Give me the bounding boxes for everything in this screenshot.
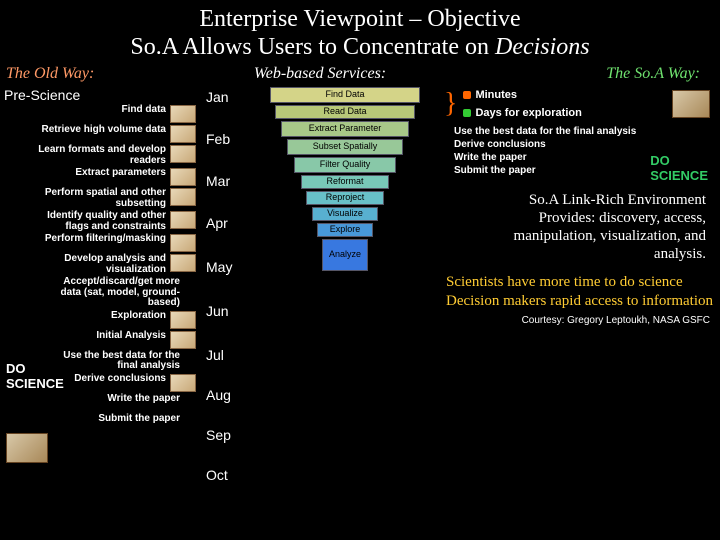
old-way-step-label: Retrieve high volume data xyxy=(42,125,166,136)
old-way-step-label: Accept/discard/get more data (sat, model… xyxy=(40,277,180,309)
person-icon xyxy=(170,211,196,229)
person-icon xyxy=(170,188,196,206)
old-way-step-label: Develop analysis and visualization xyxy=(26,254,166,275)
title-line2b: Decisions xyxy=(495,34,590,60)
old-way-step: Initial Analysis xyxy=(4,331,196,349)
old-way-step: Perform filtering/masking xyxy=(4,234,196,252)
old-way-step-label: Identify quality and other flags and con… xyxy=(26,211,166,232)
old-way-step: Perform spatial and other subsetting xyxy=(4,188,196,209)
person-icon xyxy=(170,145,196,163)
dot-green-icon xyxy=(463,109,471,117)
old-way-step: Identify quality and other flags and con… xyxy=(4,211,196,232)
days-label: Days for exploration xyxy=(475,107,581,119)
col-old-way: The Old Way: Pre-Science Find data Retrie… xyxy=(0,63,200,523)
claims: Scientists have more time to do science … xyxy=(440,269,720,313)
funnel-segment: Explore xyxy=(317,223,373,237)
col-web-services: Web-based Services: Jan Feb Mar Apr May Jun Ju… xyxy=(200,63,440,523)
month-label: Oct xyxy=(206,467,228,483)
soa-step: Use the best data for the final analysis xyxy=(454,125,704,138)
do-science-right: DOSCIENCE xyxy=(650,153,708,183)
old-way-step: Retrieve high volume data xyxy=(4,125,196,143)
title-line2a: So.A Allows Users to Concentrate on xyxy=(130,34,495,60)
old-way-step: Learn formats and develop readers xyxy=(4,145,196,166)
soa-top: } Minutes Days for exploration Use the b… xyxy=(440,85,720,185)
desk-icon-right xyxy=(672,90,710,118)
person-icon xyxy=(170,168,196,186)
funnel-chart: Find Data Read Data Extract Parameter Subse… xyxy=(260,87,430,367)
columns: The Old Way: Pre-Science Find data Retrie… xyxy=(0,63,720,523)
old-way-step-label: Find data xyxy=(122,105,166,116)
old-way-step: Extract parameters xyxy=(4,168,196,186)
dot-orange-icon xyxy=(463,91,471,99)
header-web: Web-based Services: xyxy=(200,63,440,85)
person-icon xyxy=(170,374,196,392)
old-way-step: Find data xyxy=(4,105,196,123)
month-label: Jan xyxy=(206,89,229,105)
claim-2: Decision makers rapid access to informat… xyxy=(446,292,714,311)
soa-env-text: So.A Link-Rich Environment Provides: dis… xyxy=(440,185,720,269)
person-icon xyxy=(170,234,196,252)
person-icon xyxy=(170,125,196,143)
person-icon xyxy=(170,331,196,349)
old-way-step: Submit the paper xyxy=(4,414,196,432)
old-way-step-label: Write the paper xyxy=(107,394,180,405)
col-soa-way: The So.A Way: } Minutes Days for explora… xyxy=(440,63,720,523)
header-old-way: The Old Way: xyxy=(0,63,200,85)
funnel-segment: Analyze xyxy=(322,239,368,271)
person-icon xyxy=(170,311,196,329)
minutes-label: Minutes xyxy=(475,89,517,101)
month-label: Aug xyxy=(206,387,231,403)
old-way-step-label: Initial Analysis xyxy=(96,331,166,342)
header-soa: The So.A Way: xyxy=(440,63,720,85)
old-way-step-label: Learn formats and develop readers xyxy=(26,145,166,166)
soa-step: Derive conclusions xyxy=(454,138,704,151)
month-label: Sep xyxy=(206,427,231,443)
month-label: Apr xyxy=(206,215,228,231)
old-way-step-label: Perform spatial and other subsetting xyxy=(26,188,166,209)
month-label: Jun xyxy=(206,303,229,319)
person-icon xyxy=(170,254,196,272)
month-label: Jul xyxy=(206,347,224,363)
old-way-step-label: Perform filtering/masking xyxy=(45,234,166,245)
month-label: May xyxy=(206,259,232,275)
funnel-segment: Find Data xyxy=(270,87,420,103)
funnel-segment: Extract Parameter xyxy=(281,121,409,137)
old-way-step-label: Submit the paper xyxy=(98,414,180,425)
old-way-step: Develop analysis and visualization xyxy=(4,254,196,275)
funnel-segment: Subset Spatially xyxy=(287,139,403,155)
old-way-step: Accept/discard/get more data (sat, model… xyxy=(4,277,196,309)
old-way-step-label: Exploration xyxy=(111,311,166,322)
prescience-label: Pre-Science xyxy=(0,85,200,105)
funnel-segment: Visualize xyxy=(312,207,378,221)
title-line1: Enterprise Viewpoint – Objective xyxy=(199,6,520,32)
do-science-left: DOSCIENCE xyxy=(6,361,64,391)
funnel-segment: Read Data xyxy=(275,105,415,119)
month-label: Mar xyxy=(206,173,230,189)
claim-1: Scientists have more time to do science xyxy=(446,273,714,292)
slide-title: Enterprise Viewpoint – Objective So.A Al… xyxy=(0,0,720,63)
desk-icon xyxy=(6,433,48,463)
old-way-step: Write the paper xyxy=(4,394,196,412)
old-way-step-label: Derive conclusions xyxy=(74,374,166,385)
funnel-segment: Filter Quality xyxy=(294,157,396,173)
funnel-segment: Reproject xyxy=(306,191,384,205)
courtesy: Courtesy: Gregory Leptoukh, NASA GSFC xyxy=(440,313,720,328)
person-icon xyxy=(170,105,196,123)
funnel-segment: Reformat xyxy=(301,175,389,189)
old-way-step: Exploration xyxy=(4,311,196,329)
month-label: Feb xyxy=(206,131,230,147)
brace-icon: } xyxy=(444,97,457,111)
old-way-step-label: Extract parameters xyxy=(75,168,166,179)
